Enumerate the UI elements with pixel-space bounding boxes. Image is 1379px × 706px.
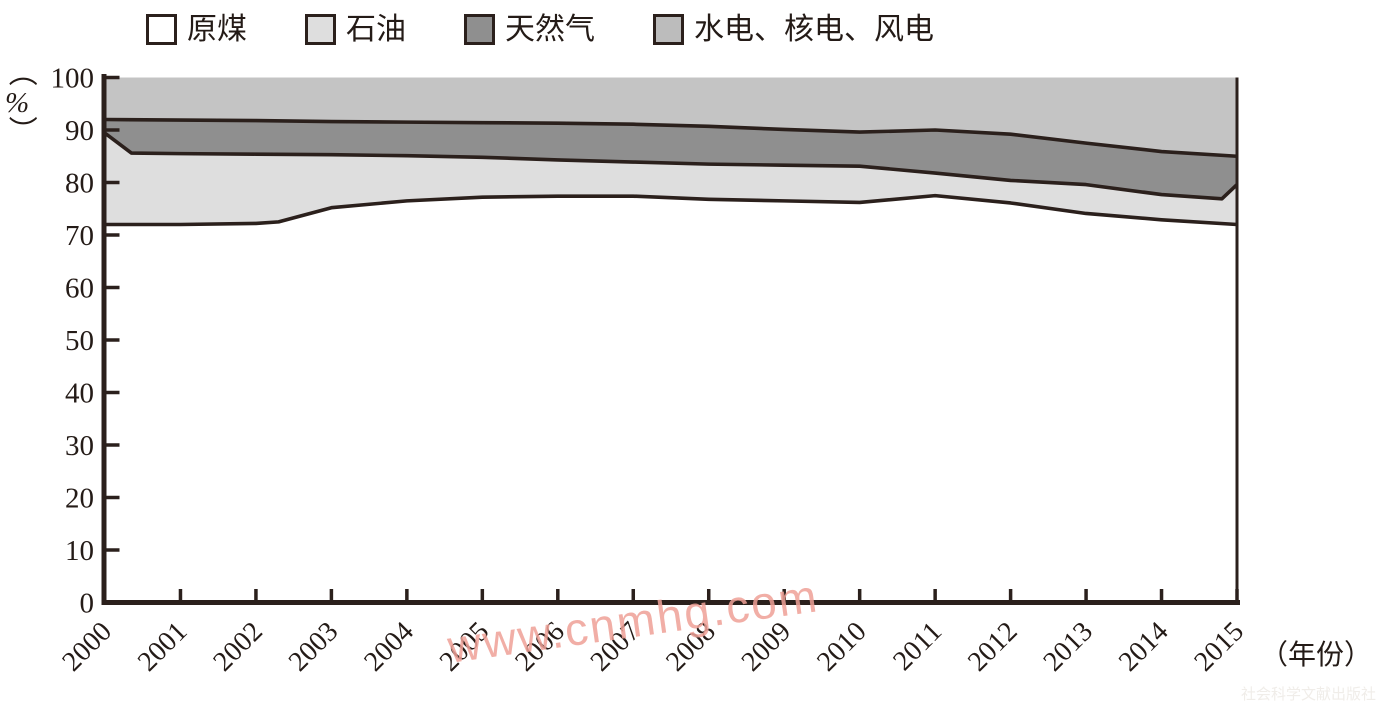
legend-item-hydro-nuclear-wind: 水电、核电、风电: [653, 14, 934, 45]
x-tick-label: 2007: [585, 616, 647, 678]
legend-item-petroleum: 石油: [305, 14, 406, 45]
legend-swatch-raw-coal: [146, 14, 177, 45]
legend-label-hydro-nuclear-wind: 水电、核电、风电: [694, 12, 934, 46]
x-tick-label: 2012: [962, 616, 1024, 678]
y-tick-label: 60: [65, 273, 94, 305]
y-tick-label: 70: [65, 220, 94, 252]
y-axis-unit-paren-open: （: [5, 57, 37, 86]
y-tick-label: 50: [65, 325, 94, 357]
chart-legend: 原煤 石油 天然气 水电、核电、风电: [146, 14, 934, 45]
x-tick-label: 2014: [1113, 616, 1175, 678]
legend-label-raw-coal: 原煤: [187, 12, 247, 46]
x-tick-label: 2011: [887, 616, 948, 677]
y-tick-label: 80: [65, 168, 94, 200]
x-tick-label: 2015: [1188, 616, 1250, 678]
y-axis-unit-paren-close: ）: [5, 115, 37, 144]
x-tick-label: 2000: [56, 616, 118, 678]
x-tick-label: 2013: [1037, 616, 1099, 678]
boundary-line-raw-coal: [105, 193, 1238, 227]
y-axis-unit-percent: %: [5, 87, 29, 119]
legend-label-petroleum: 石油: [346, 12, 406, 46]
x-tick-label: 2006: [509, 616, 571, 678]
x-tick-label: 2010: [811, 616, 873, 678]
y-tick-label: 30: [65, 430, 94, 462]
legend-item-natural-gas: 天然气: [464, 14, 595, 45]
y-tick-label: 90: [65, 115, 94, 147]
band-raw-coal: [105, 195, 1237, 603]
band-natural-gas: [105, 119, 1237, 199]
boundary-line-natural-gas: [104, 117, 1238, 159]
x-tick-label: 2003: [283, 616, 345, 678]
legend-swatch-natural-gas: [464, 14, 495, 45]
boundary-line-petroleum: [103, 131, 1239, 201]
y-tick-label: 10: [65, 535, 94, 567]
x-tick-label: 2001: [132, 616, 194, 678]
legend-item-raw-coal: 原煤: [146, 14, 247, 45]
x-tick-label: 2009: [736, 616, 798, 678]
legend-swatch-hydro-nuclear-wind: [653, 14, 684, 45]
x-tick-label: 2002: [207, 616, 269, 678]
legend-swatch-petroleum: [305, 14, 336, 45]
y-tick-label: 100: [51, 63, 95, 95]
y-tick-label: 40: [65, 378, 94, 410]
x-tick-label: 2005: [434, 616, 496, 678]
x-tick-label: 2004: [358, 616, 420, 678]
band-hydro-nuclear-wind: [105, 77, 1237, 157]
x-axis-unit-label: （年份）: [1260, 639, 1372, 671]
y-tick-label: 20: [65, 483, 94, 515]
watermark-publisher-text: 社会科学文献出版社: [1240, 687, 1376, 703]
x-tick-label: 2008: [660, 616, 722, 678]
legend-label-natural-gas: 天然气: [505, 12, 595, 46]
y-tick-label: 0: [80, 588, 95, 620]
